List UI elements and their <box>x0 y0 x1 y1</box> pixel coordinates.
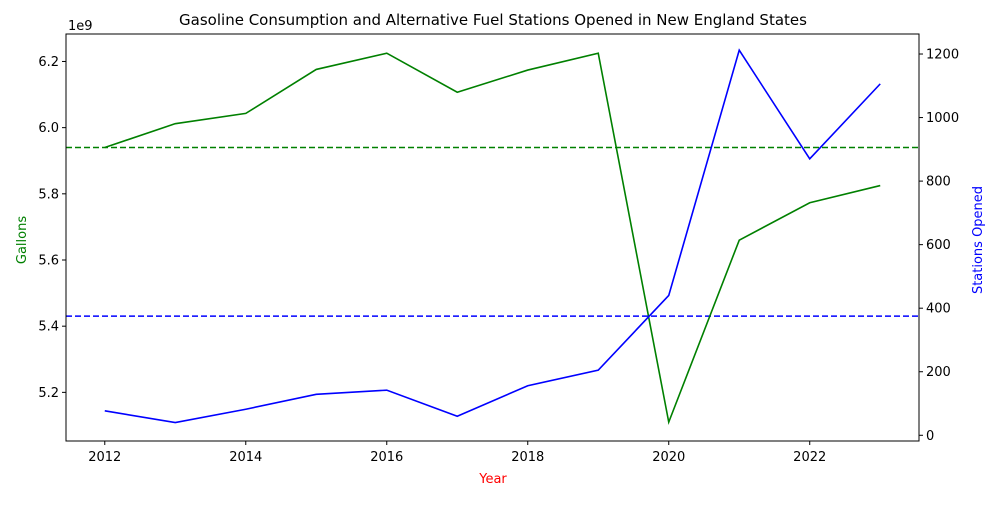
plot-frame <box>65 33 920 442</box>
right-tick-label: 600 <box>926 238 951 253</box>
left-tick-label: 5.4 <box>38 320 59 335</box>
x-tick-label: 2018 <box>511 450 544 465</box>
x-tick-label: 2020 <box>652 450 685 465</box>
left-tick-label: 6.0 <box>38 121 59 136</box>
left-tick-label: 5.2 <box>38 386 59 401</box>
plot-area: 2012 2014 2016 2018 2020 2022 5.2 5.4 5.6 5.8 6.0 6… <box>38 33 959 465</box>
right-tick-label: 1200 <box>926 48 959 63</box>
left-tick-label: 5.6 <box>38 254 59 269</box>
x-tick-label: 2022 <box>793 450 826 465</box>
x-tick-label: 2012 <box>88 450 121 465</box>
x-tick-label: 2014 <box>229 450 262 465</box>
right-tick-label: 200 <box>926 365 951 380</box>
left-axis-label: Gallons <box>15 216 30 264</box>
right-tick-label: 400 <box>926 302 951 317</box>
left-axis-offset-text: 1e9 <box>68 19 93 34</box>
right-tick-label: 800 <box>926 175 951 190</box>
right-tick-label: 1000 <box>926 111 959 126</box>
left-tick-label: 5.8 <box>38 187 59 202</box>
right-series-line <box>104 48 881 424</box>
right-tick-label: 0 <box>926 429 934 444</box>
right-axis-label: Stations Opened <box>971 186 986 294</box>
x-axis-label: Year <box>478 472 507 487</box>
chart-title: Gasoline Consumption and Alternative Fue… <box>179 11 807 29</box>
left-tick-label: 6.2 <box>38 55 59 70</box>
left-series-line <box>104 52 881 426</box>
x-tick-label: 2016 <box>370 450 403 465</box>
